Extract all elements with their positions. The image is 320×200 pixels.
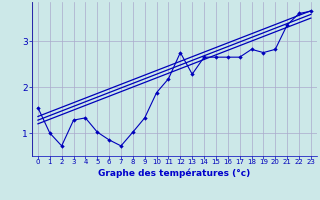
Point <box>59 144 64 147</box>
Point <box>178 51 183 54</box>
Point <box>83 116 88 119</box>
Point <box>154 91 159 94</box>
Point <box>273 48 278 51</box>
X-axis label: Graphe des températures (°c): Graphe des températures (°c) <box>98 168 251 178</box>
Point <box>225 56 230 59</box>
Point <box>190 73 195 76</box>
Point <box>47 131 52 135</box>
Point <box>261 51 266 54</box>
Point <box>95 130 100 134</box>
Point <box>202 56 207 59</box>
Point <box>166 77 171 80</box>
Point <box>296 12 301 15</box>
Point <box>237 56 242 59</box>
Point <box>142 116 147 119</box>
Point <box>71 119 76 122</box>
Point <box>130 130 135 134</box>
Point <box>107 138 112 142</box>
Point <box>36 106 41 109</box>
Point <box>308 10 313 13</box>
Point <box>213 56 219 59</box>
Point <box>284 23 290 27</box>
Point <box>118 144 124 147</box>
Point <box>249 48 254 51</box>
